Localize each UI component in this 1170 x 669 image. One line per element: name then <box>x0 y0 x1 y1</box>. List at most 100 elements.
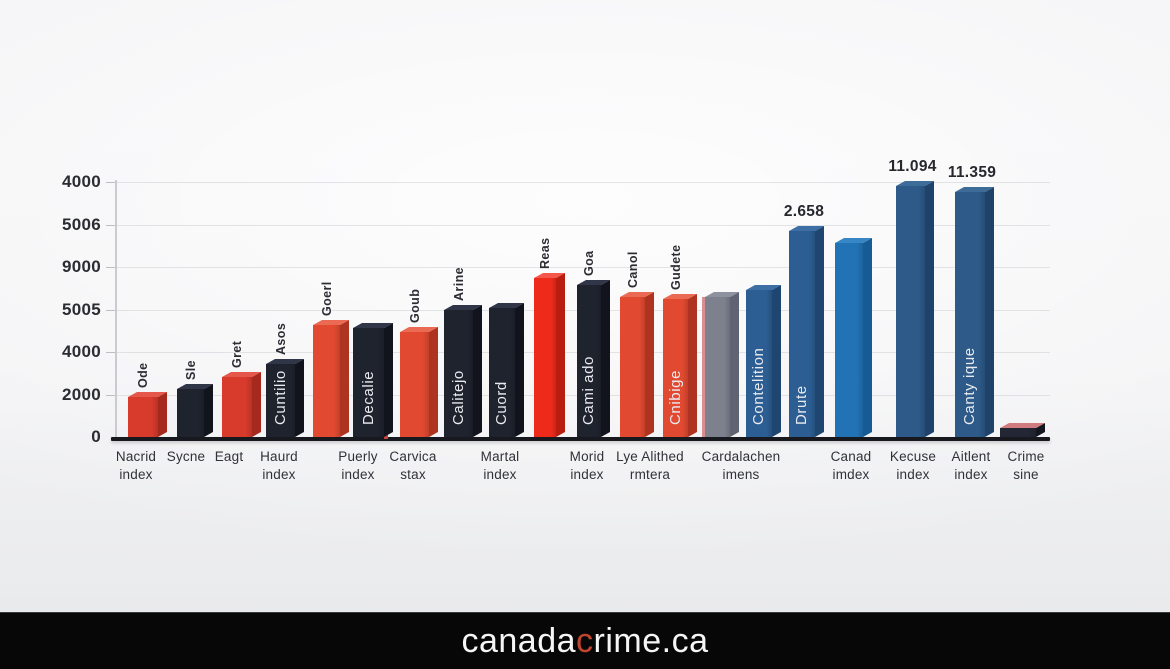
bar-side-face <box>645 292 654 437</box>
bar-front-face <box>835 243 863 437</box>
bar-front-face <box>444 310 473 437</box>
bar-front-face <box>353 328 384 437</box>
bar <box>835 238 873 437</box>
bar <box>266 359 305 437</box>
bar <box>702 292 740 437</box>
y-axis-tick <box>106 309 116 311</box>
bar-side-face <box>925 181 934 437</box>
x-axis-label: Lye Alithed rmtera <box>616 449 684 482</box>
bar-side-face <box>204 384 213 437</box>
bar <box>353 323 394 439</box>
bar-side-face <box>730 292 739 437</box>
bar <box>128 392 168 437</box>
bar <box>896 181 935 437</box>
bar-front-face <box>663 299 688 437</box>
y-axis-line <box>115 180 117 437</box>
footer-banner: canadacrime.ca <box>0 612 1170 669</box>
bar-value-label: 11.359 <box>947 164 997 181</box>
brand-prefix: canada <box>461 621 577 660</box>
y-tick-label: 0 <box>91 427 101 446</box>
x-axis-label: Canad imdex <box>830 449 872 482</box>
x-axis-label: Puerly index <box>338 449 378 482</box>
bar-side-face <box>158 392 167 437</box>
bar-inside-label: Canty ique <box>961 347 978 425</box>
bar-value-label: 2.658 <box>783 203 825 220</box>
x-axis-label: Crime sine <box>1007 449 1045 482</box>
bar-inside-label: Contelition <box>750 347 767 425</box>
gridline <box>115 267 1050 268</box>
bar-front-face <box>705 297 730 437</box>
x-axis-label: Haurd index <box>260 449 298 482</box>
bar <box>663 294 698 437</box>
x-axis-label: Martal index <box>480 449 520 482</box>
bar-inside-label: Decalie <box>359 370 377 425</box>
bar-front-face <box>313 325 340 437</box>
x-axis-label: Morid index <box>569 449 605 482</box>
bar <box>489 303 525 437</box>
bar-side-face <box>384 323 393 437</box>
bar-side-face <box>601 280 610 437</box>
bar-above-label: Reas <box>538 237 552 269</box>
bar-inside-label: Calitejo <box>449 370 467 425</box>
bar-front-face <box>955 192 985 437</box>
bar-accent <box>702 297 705 437</box>
bar-front-face <box>534 278 556 437</box>
x-axis-label: Sycne <box>166 449 206 464</box>
y-axis-tick <box>106 394 116 396</box>
brand-suffix: rime.ca <box>593 621 709 660</box>
y-tick-label: 5006 <box>61 214 101 234</box>
bar-side-face <box>252 372 261 437</box>
bar-inside-label: Drute <box>793 385 810 425</box>
y-tick-label: 9000 <box>61 257 101 276</box>
x-axis-label: Aitlent index <box>951 449 991 482</box>
bar-front-face <box>266 364 295 437</box>
bar-above-label: Gudete <box>668 244 683 290</box>
bar-side-face <box>863 238 872 437</box>
x-axis-label: Eagt <box>214 449 244 464</box>
y-tick-label: 4000 <box>61 172 101 191</box>
bar-side-face <box>985 187 994 437</box>
y-axis-tick <box>106 267 116 268</box>
bar-above-label: Goa <box>582 250 596 276</box>
gridline <box>115 224 1050 226</box>
bar-above-label: Sle <box>183 360 198 380</box>
bar-front-face <box>400 332 429 437</box>
bar-above-label: Goub <box>407 288 422 323</box>
bar-side-face <box>473 305 482 437</box>
bar-front-face <box>577 285 601 437</box>
bar <box>534 273 566 437</box>
bar <box>1000 423 1046 437</box>
bar-inside-label: Cuord <box>493 381 510 425</box>
bar-front-face <box>1000 428 1036 437</box>
bar <box>177 384 214 437</box>
x-axis-label: Nacrid index <box>115 449 157 482</box>
bar <box>444 305 483 437</box>
bar-side-face <box>556 273 565 437</box>
bar-inside-label: Cuntilio <box>271 370 289 425</box>
bar <box>746 285 782 437</box>
bar-above-label: Goerl <box>319 281 334 316</box>
bar-side-face <box>815 226 824 437</box>
brand-accent-letter: c <box>576 621 594 660</box>
bar-front-face <box>746 290 772 437</box>
bar-value-label: 11.094 <box>888 158 937 175</box>
x-axis-label: Cardalachen imens <box>701 449 781 482</box>
bar <box>577 280 611 437</box>
bar-front-face <box>789 231 815 437</box>
gridline <box>115 182 1050 183</box>
bar-side-face <box>688 294 697 437</box>
bar-side-face <box>515 303 524 437</box>
bar-front-face <box>620 297 645 437</box>
bar <box>222 372 262 437</box>
bar-side-face <box>340 320 349 437</box>
bar-front-face <box>128 397 158 437</box>
bar-above-label: Ode <box>136 362 150 388</box>
bar <box>313 320 350 437</box>
bar-above-label: Gret <box>230 340 244 368</box>
y-axis-tick <box>106 224 116 226</box>
bar <box>620 292 655 437</box>
brand-wordmark: canadacrime.ca <box>461 622 708 661</box>
y-tick-label: 2000 <box>61 384 101 404</box>
